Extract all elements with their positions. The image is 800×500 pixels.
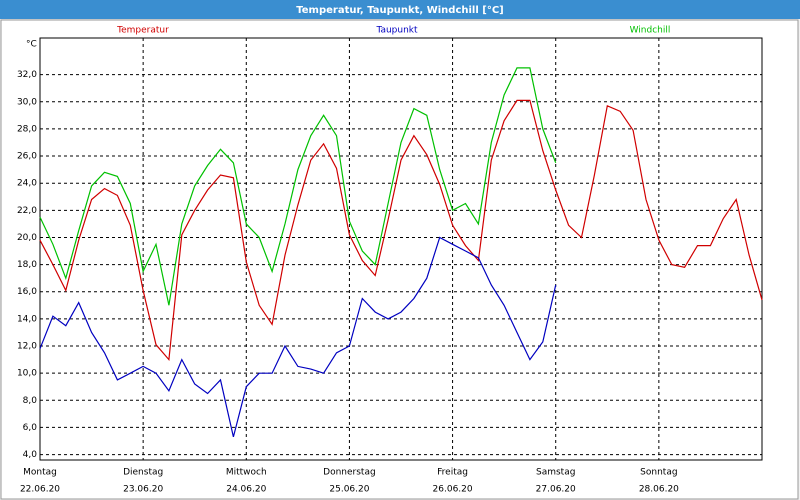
- plot-border: [39, 37, 763, 461]
- x-tick-date: 25.06.20: [329, 485, 369, 495]
- series-line: [39, 236, 557, 438]
- x-tick-date: 24.06.20: [226, 485, 266, 495]
- panel: [0, 19, 799, 500]
- x-tick-label: Sonntag: [640, 468, 677, 478]
- x-tick-label: Freitag: [437, 468, 468, 478]
- chart-title: Temperatur, Taupunkt, Windchill [°C]: [296, 5, 504, 16]
- x-tick-label: Mittwoch: [226, 468, 267, 478]
- y-tick-label: 30,0: [17, 97, 37, 107]
- x-tick-date: 23.06.20: [123, 485, 163, 495]
- x-tick-date: 22.06.20: [20, 485, 60, 495]
- x-tick-label: Donnerstag: [323, 468, 376, 478]
- y-tick-label: 32,0: [17, 70, 37, 80]
- y-tick-label: 10,0: [17, 369, 37, 379]
- x-tick-label: Montag: [23, 468, 57, 478]
- series-line: [39, 99, 763, 362]
- title-bar: [0, 0, 800, 19]
- x-tick-date: 26.06.20: [433, 485, 473, 495]
- y-tick-label: 28,0: [17, 124, 37, 134]
- y-tick-label: 6,0: [23, 423, 38, 433]
- y-tick-label: 14,0: [17, 314, 37, 324]
- series-line: [39, 67, 557, 306]
- legend-entry: Taupunkt: [375, 26, 418, 36]
- y-tick-label: 18,0: [17, 260, 37, 270]
- y-tick-label: 16,0: [17, 287, 37, 297]
- legend-entry: Windchill: [630, 26, 671, 36]
- y-tick-label: 24,0: [17, 179, 37, 189]
- y-tick-label: 20,0: [17, 233, 37, 243]
- x-tick-label: Dienstag: [123, 468, 163, 478]
- y-unit: °C: [26, 40, 37, 50]
- y-tick-label: 8,0: [23, 396, 38, 406]
- x-tick-date: 27.06.20: [536, 485, 576, 495]
- x-tick-label: Samstag: [536, 468, 575, 478]
- y-tick-label: 4,0: [23, 450, 38, 460]
- y-tick-label: 12,0: [17, 342, 37, 352]
- y-tick-label: 22,0: [17, 206, 37, 216]
- y-tick-label: 26,0: [17, 152, 37, 162]
- legend-entry: Temperatur: [116, 26, 169, 36]
- x-tick-date: 28.06.20: [639, 485, 679, 495]
